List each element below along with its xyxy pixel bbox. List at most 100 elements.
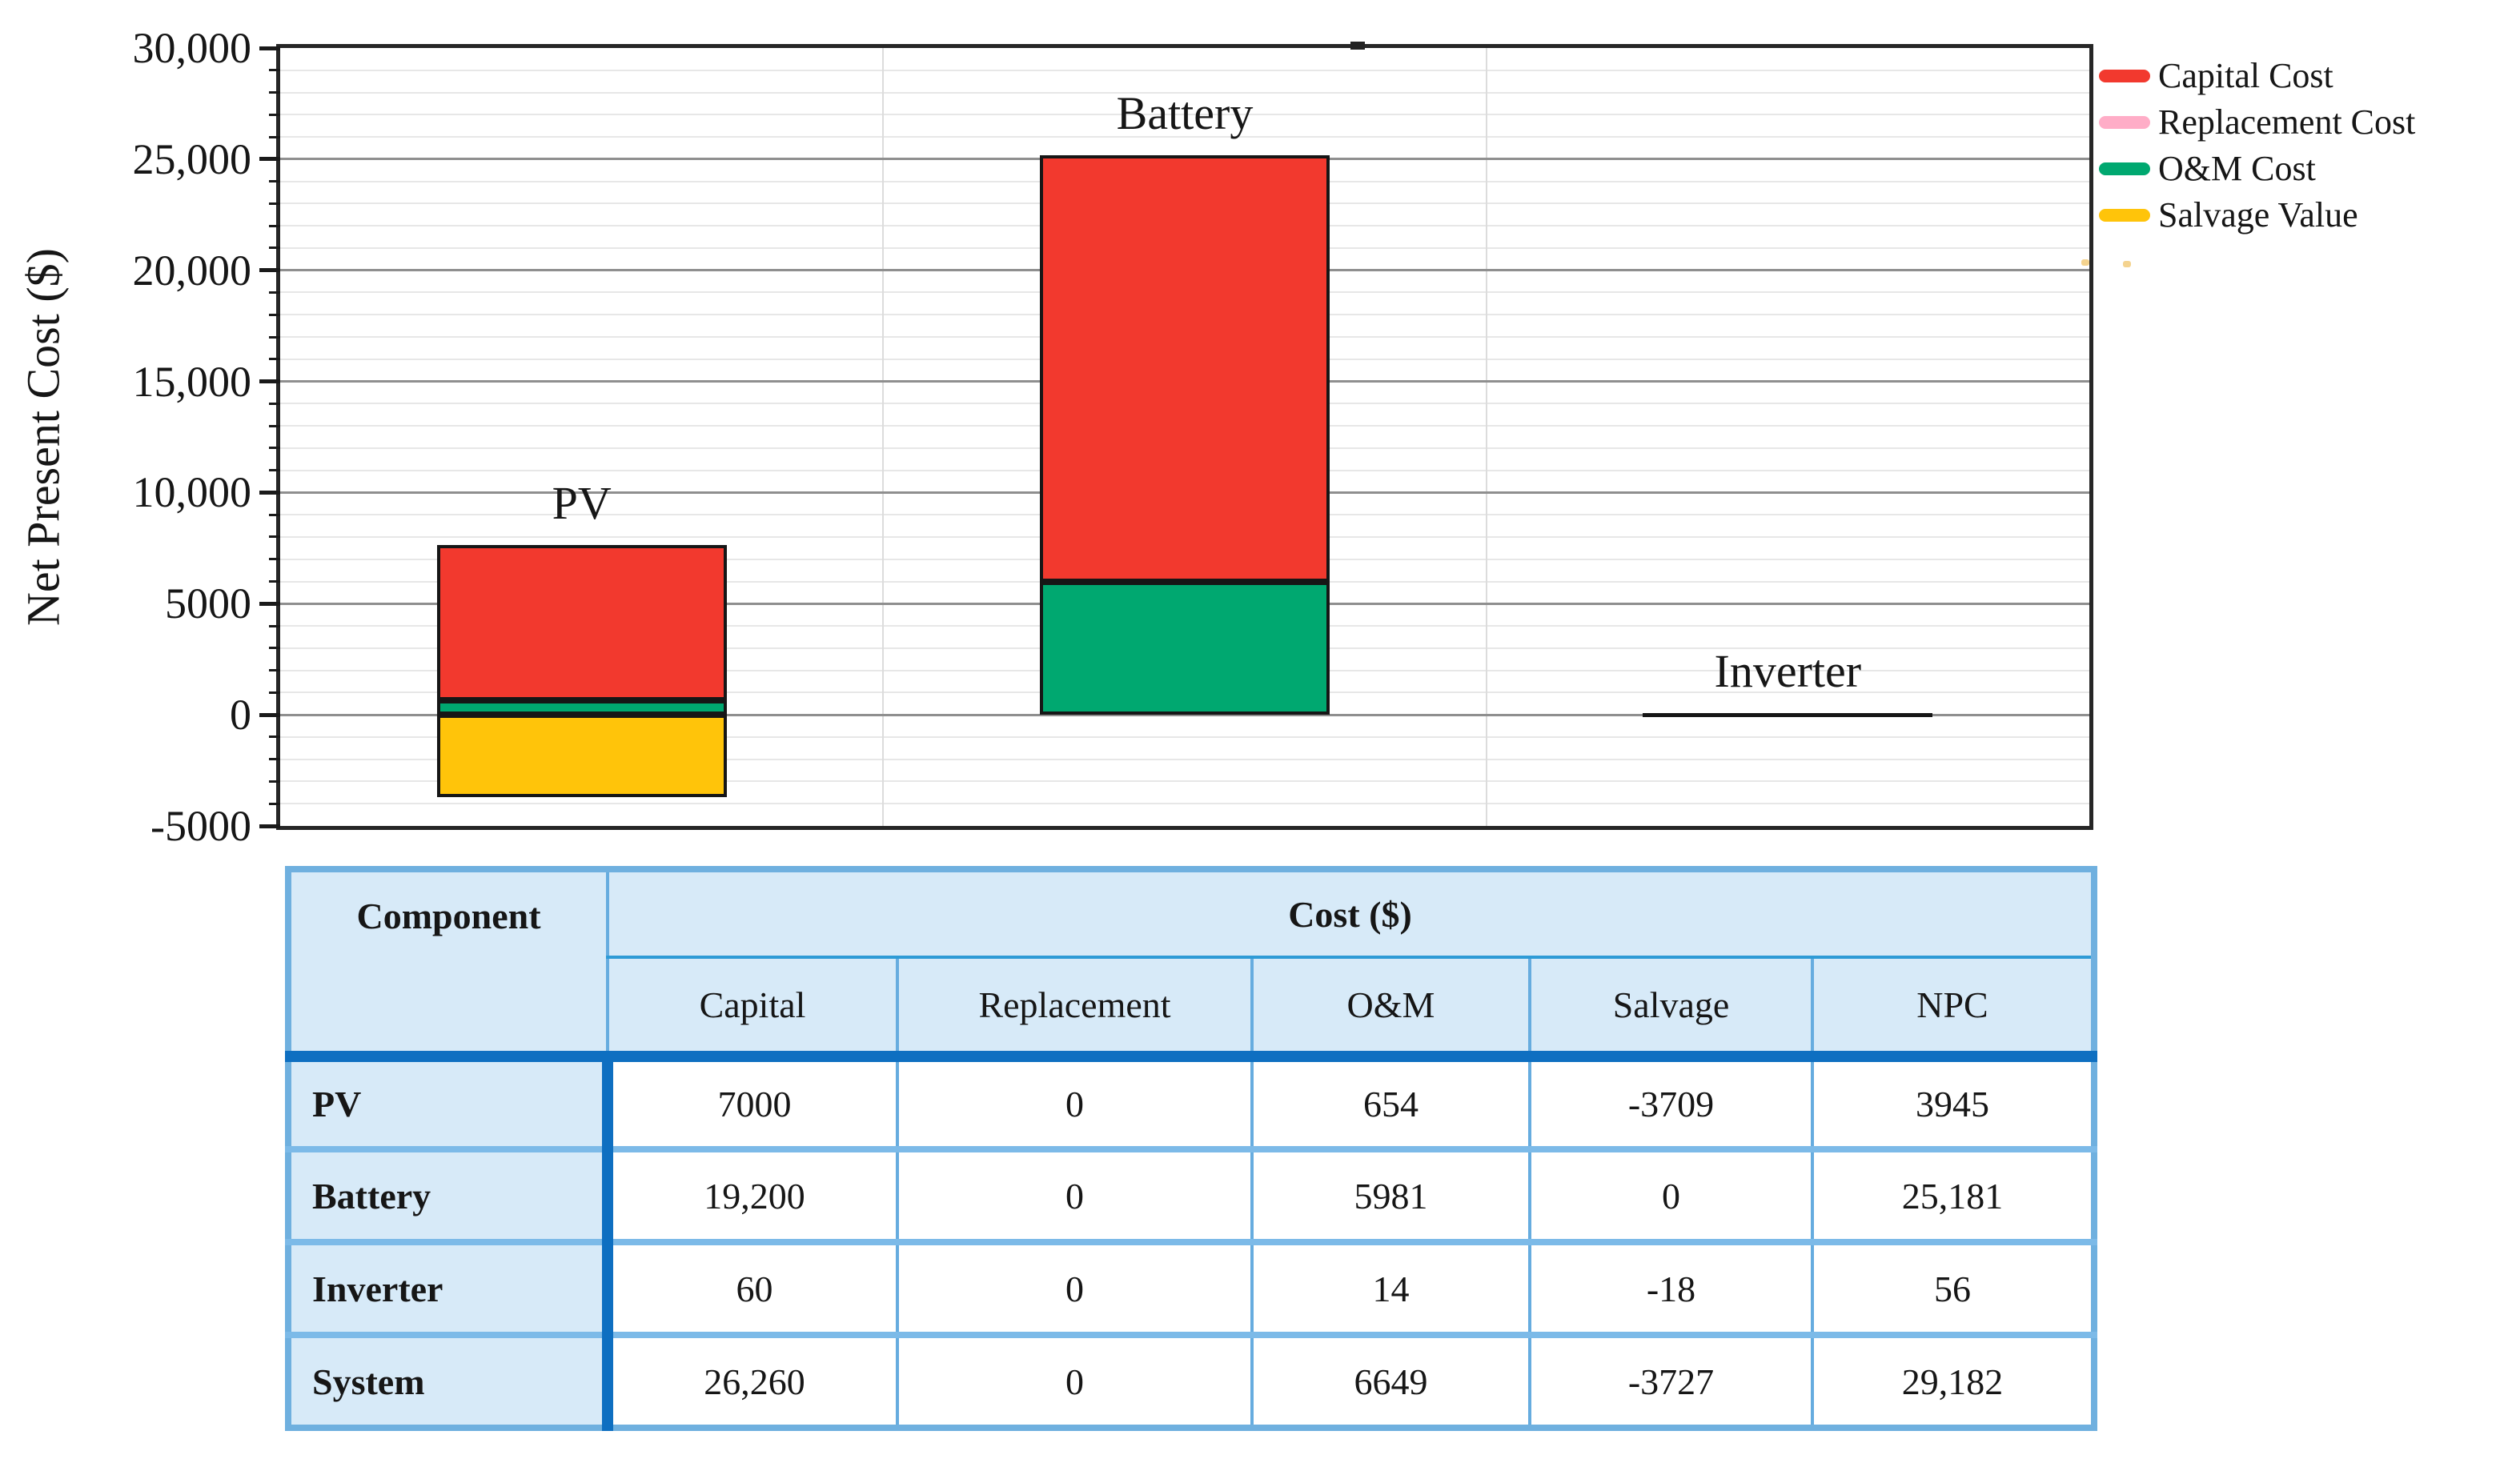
cost-value: 60 bbox=[606, 1239, 897, 1335]
y-minor-tick bbox=[269, 358, 280, 361]
cost-value: 14 bbox=[1250, 1239, 1530, 1335]
y-minor-tick bbox=[269, 735, 280, 739]
gridline-minor bbox=[280, 69, 2089, 71]
y-tick-label: 0 bbox=[230, 691, 251, 740]
gridline-minor bbox=[280, 780, 2089, 783]
y-minor-tick bbox=[269, 758, 280, 761]
y-tick-label: 25,000 bbox=[132, 134, 252, 183]
component-header: Component bbox=[288, 869, 608, 1056]
bar-segment-capital-cost bbox=[436, 544, 727, 700]
cost-value: 29,182 bbox=[1811, 1332, 2094, 1428]
cost-value: -18 bbox=[1528, 1239, 1812, 1335]
bar-segment-o-m-cost bbox=[1040, 582, 1330, 715]
y-tick-label: 20,000 bbox=[132, 246, 252, 295]
y-minor-tick bbox=[269, 180, 280, 183]
gridline-minor bbox=[280, 136, 2089, 138]
y-tick-label: 30,000 bbox=[132, 24, 252, 72]
table-row: PV 7000 0 654 -3709 3945 bbox=[288, 1051, 2094, 1149]
cost-value: 5981 bbox=[1250, 1146, 1530, 1242]
legend-swatch-salvage-value bbox=[2099, 209, 2150, 222]
table-row: Battery 19,200 0 5981 0 25,181 bbox=[288, 1146, 2094, 1242]
legend-label: Replacement Cost bbox=[2158, 102, 2416, 142]
gridline-major bbox=[280, 713, 2089, 716]
top-spine-mark bbox=[1350, 42, 1365, 50]
y-major-tick bbox=[259, 601, 280, 606]
y-tick-label: 5000 bbox=[165, 579, 251, 628]
y-major-tick bbox=[259, 46, 280, 50]
y-minor-tick bbox=[269, 691, 280, 694]
row-label: System bbox=[288, 1332, 613, 1428]
y-minor-tick bbox=[269, 535, 280, 539]
y-minor-tick bbox=[269, 69, 280, 72]
y-minor-tick bbox=[269, 802, 280, 805]
legend-item: Salvage Value bbox=[2099, 192, 2358, 238]
legend-label: Capital Cost bbox=[2158, 56, 2333, 95]
y-major-tick bbox=[259, 157, 280, 162]
y-minor-tick bbox=[269, 313, 280, 316]
y-minor-tick bbox=[269, 669, 280, 672]
legend-swatch-o-m-cost bbox=[2099, 162, 2150, 175]
bar-segment-o-m-cost bbox=[436, 699, 727, 715]
y-minor-tick bbox=[269, 135, 280, 138]
y-major-tick bbox=[259, 379, 280, 384]
plot-area: PV Battery Inverter bbox=[280, 48, 2089, 826]
y-minor-tick bbox=[269, 580, 280, 583]
gridline-minor bbox=[280, 758, 2089, 760]
legend-swatch-replacement-cost bbox=[2099, 116, 2150, 129]
y-major-tick bbox=[259, 268, 280, 273]
cost-value: 0 bbox=[896, 1239, 1252, 1335]
y-major-tick bbox=[259, 824, 280, 828]
npc-bar-chart: Net Present Cost ($) PV Battery Inverter C… bbox=[17, 24, 2416, 850]
bar-segment-capital-cost bbox=[1643, 713, 1933, 716]
y-minor-tick bbox=[269, 246, 280, 250]
cost-value: 19,200 bbox=[606, 1146, 897, 1242]
y-minor-tick bbox=[269, 402, 280, 405]
y-minor-tick bbox=[269, 224, 280, 227]
bar-label: Battery bbox=[1116, 86, 1254, 139]
cost-value: 0 bbox=[896, 1146, 1252, 1242]
y-minor-tick bbox=[269, 447, 280, 450]
y-minor-tick bbox=[269, 780, 280, 783]
y-axis-title: Net Present Cost ($) bbox=[17, 248, 70, 626]
bar-segment-salvage-value bbox=[1643, 715, 1933, 718]
bar-segment-salvage-value bbox=[436, 715, 727, 798]
cost-table: Component Cost ($) Capital Replacement O&M… bbox=[285, 866, 2097, 1431]
cost-value: 26,260 bbox=[606, 1332, 897, 1428]
gridline-minor bbox=[280, 735, 2089, 738]
legend-item: O&M Cost bbox=[2099, 146, 2316, 192]
cost-value: -3727 bbox=[1528, 1332, 1812, 1428]
cost-value: 56 bbox=[1811, 1239, 2094, 1335]
y-minor-tick bbox=[269, 335, 280, 339]
table-row: Inverter 60 0 14 -18 56 bbox=[288, 1239, 2094, 1335]
cost-value: 654 bbox=[1250, 1051, 1530, 1149]
column-header-o-m: O&M bbox=[1250, 957, 1530, 1056]
legend-swatch-capital-cost bbox=[2099, 70, 2150, 82]
cost-value: 25,181 bbox=[1811, 1146, 2094, 1242]
cost-value: -3709 bbox=[1528, 1051, 1812, 1149]
legend-label: Salvage Value bbox=[2158, 195, 2358, 234]
column-header-replacement: Replacement bbox=[896, 957, 1252, 1056]
legend-artifact-dot bbox=[2123, 261, 2131, 267]
y-minor-tick bbox=[269, 424, 280, 427]
cost-value: 7000 bbox=[606, 1051, 897, 1149]
y-tick-label: 10,000 bbox=[132, 468, 252, 517]
legend-artifact-dot bbox=[2081, 259, 2089, 266]
cost-value: 0 bbox=[896, 1051, 1252, 1149]
y-minor-tick bbox=[269, 647, 280, 650]
row-label: PV bbox=[288, 1051, 613, 1149]
cost-value: 3945 bbox=[1811, 1051, 2094, 1149]
bar-label: Inverter bbox=[1714, 645, 1862, 698]
legend-label: O&M Cost bbox=[2158, 149, 2316, 188]
gridline-vertical bbox=[882, 48, 885, 826]
row-label: Battery bbox=[288, 1146, 613, 1242]
y-minor-tick bbox=[269, 624, 280, 627]
bar-segment-capital-cost bbox=[1040, 154, 1330, 583]
y-minor-tick bbox=[269, 513, 280, 516]
y-major-tick bbox=[259, 712, 280, 717]
gridline-vertical bbox=[1485, 48, 1487, 826]
y-minor-tick bbox=[269, 91, 280, 94]
cost-value: 6649 bbox=[1250, 1332, 1530, 1428]
gridline-minor bbox=[280, 91, 2089, 94]
legend-item: Replacement Cost bbox=[2099, 99, 2415, 146]
row-label: Inverter bbox=[288, 1239, 613, 1335]
